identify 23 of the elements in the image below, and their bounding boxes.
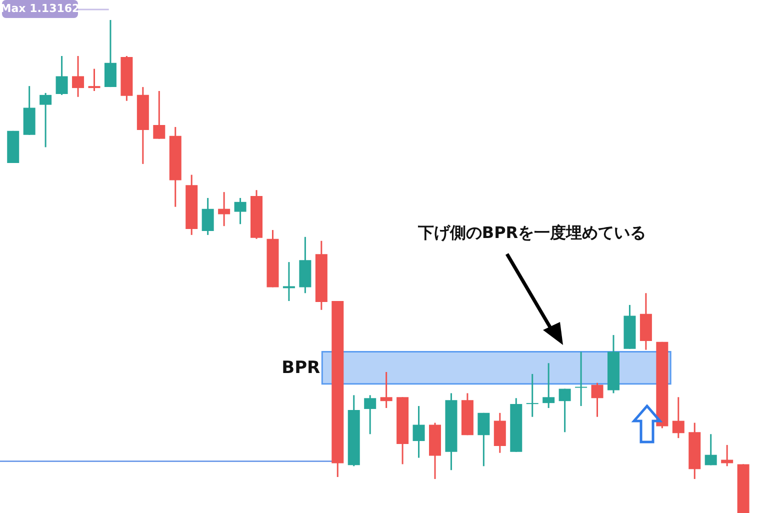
candlestick <box>591 382 604 418</box>
band-label: BPR <box>282 358 320 378</box>
candlestick <box>380 371 392 409</box>
candlestick <box>704 433 717 466</box>
candlestick <box>526 373 538 418</box>
candlestick <box>672 396 684 439</box>
candlestick <box>56 55 68 96</box>
candlestick <box>575 351 588 407</box>
candlestick <box>72 55 84 98</box>
candlestick <box>542 362 555 409</box>
candlestick <box>202 197 214 236</box>
candlestick <box>364 394 376 435</box>
candlestick <box>218 191 230 227</box>
annotation: 下げ側のBPRを一度埋めている <box>416 223 646 242</box>
candlestick <box>88 68 100 92</box>
text: Max 1.13162 <box>0 2 80 15</box>
candlestick <box>282 261 295 302</box>
candlestick <box>234 197 246 225</box>
candlestick <box>412 405 425 459</box>
candlestick <box>40 92 52 148</box>
candlestick <box>558 388 571 433</box>
candlestick <box>153 90 166 140</box>
candlestick <box>478 412 490 467</box>
